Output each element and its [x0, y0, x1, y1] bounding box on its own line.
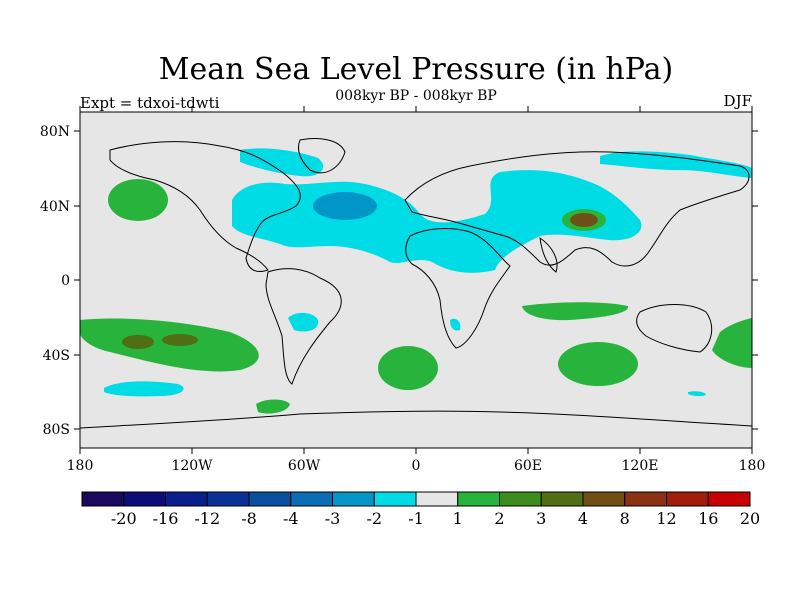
negative-anomaly-south-pacific	[104, 381, 184, 397]
colorbar-label: 2	[494, 509, 504, 528]
lat-tick-label: 40S	[43, 348, 70, 364]
colorbar-swatch	[332, 491, 375, 507]
colorbar-swatch	[290, 491, 333, 507]
negative-anomaly-africa	[450, 318, 461, 331]
colorbar-label: -12	[194, 509, 220, 528]
colorbar-label: -16	[153, 509, 179, 528]
map-subtitle: 008kyr BP - 008kyr BP	[335, 88, 497, 104]
positive-anomaly-north-pacific	[108, 179, 168, 221]
india-coast	[539, 236, 558, 273]
lon-tick-label: 0	[412, 458, 421, 474]
europe-asia-coast	[404, 151, 750, 267]
colorbar-swatch	[373, 491, 417, 507]
colorbar-label: -1	[408, 509, 424, 528]
positive-anomaly-antarctic	[256, 399, 290, 414]
colorbar-swatch	[666, 491, 709, 507]
colorbar-swatch	[123, 491, 166, 507]
lon-tick-label: 120E	[622, 458, 659, 474]
colorbar-swatch	[165, 491, 208, 507]
negative-anomaly-north-cap	[240, 148, 324, 177]
colorbar-swatch	[415, 491, 459, 507]
colorbar-label: 16	[698, 509, 718, 528]
colorbar-swatch	[248, 491, 292, 507]
colorbar-label: 1	[453, 509, 463, 528]
positive-core-tibet	[570, 213, 598, 227]
colorbar-label: 8	[620, 509, 630, 528]
longitude-axis	[79, 106, 753, 454]
experiment-label: Expt = tdxoi-tdwti	[80, 94, 220, 112]
lon-tick-label: 60W	[288, 458, 321, 474]
south-america-coast	[265, 268, 342, 385]
colorbar-label: -4	[283, 509, 299, 528]
positive-anomaly-indian-ocean	[522, 302, 629, 321]
lon-tick-label: 60E	[514, 458, 542, 474]
colorbar-label: -3	[325, 509, 341, 528]
negative-anomaly-south-america	[288, 312, 319, 332]
latitude-axis	[74, 130, 758, 430]
map-background	[80, 112, 752, 448]
anomaly-fields	[80, 148, 752, 414]
colorbar-swatch	[457, 491, 500, 507]
positive-core-pacific-1	[122, 335, 154, 349]
coastlines	[80, 138, 752, 429]
colorbar-label: -20	[111, 509, 137, 528]
colorbar-swatch	[582, 491, 626, 507]
colorbar-swatch	[540, 491, 584, 507]
negative-anomaly-siberia	[600, 151, 752, 178]
negative-anomaly-australia	[688, 391, 706, 397]
lon-tick-label: 120W	[171, 458, 213, 474]
colorbar-label: -2	[366, 509, 382, 528]
positive-anomaly-south-pacific	[80, 318, 259, 372]
antarctica-coast	[80, 410, 752, 429]
colorbar-swatch	[624, 491, 667, 507]
season-label: DJF	[723, 92, 752, 110]
colorbar-label: 4	[578, 509, 588, 528]
colorbar-label: 12	[656, 509, 676, 528]
positive-anomaly-south-atlantic	[378, 346, 438, 390]
colorbar: -20 -16 -12 -8 -4 -3 -2 -1 1 2 3 4 8 12 16 20	[81, 491, 760, 528]
colorbar-label: 3	[536, 509, 546, 528]
lat-tick-label: 40N	[40, 199, 70, 215]
colorbar-swatch	[81, 491, 125, 507]
lon-tick-label: 180	[739, 458, 766, 474]
north-america-coast	[109, 141, 301, 272]
map-title: Mean Sea Level Pressure (in hPa)	[158, 52, 674, 87]
lat-tick-label: 80N	[40, 124, 70, 140]
positive-anomaly-tasman	[712, 318, 752, 368]
colorbar-label: -8	[241, 509, 257, 528]
positive-anomaly-south-indian	[558, 342, 638, 386]
colorbar-label: 20	[740, 509, 760, 528]
positive-core-pacific-2	[162, 334, 198, 346]
colorbar-swatch	[499, 491, 542, 507]
colorbar-swatch	[206, 491, 250, 507]
australia-coast	[636, 304, 713, 353]
negative-core-north-atlantic	[313, 192, 377, 220]
greenland-coast	[297, 138, 346, 174]
lat-tick-label: 0	[61, 273, 70, 289]
colorbar-swatch	[707, 491, 751, 507]
africa-coast	[405, 228, 511, 349]
lat-tick-label: 80S	[43, 422, 70, 438]
lon-tick-label: 180	[67, 458, 94, 474]
